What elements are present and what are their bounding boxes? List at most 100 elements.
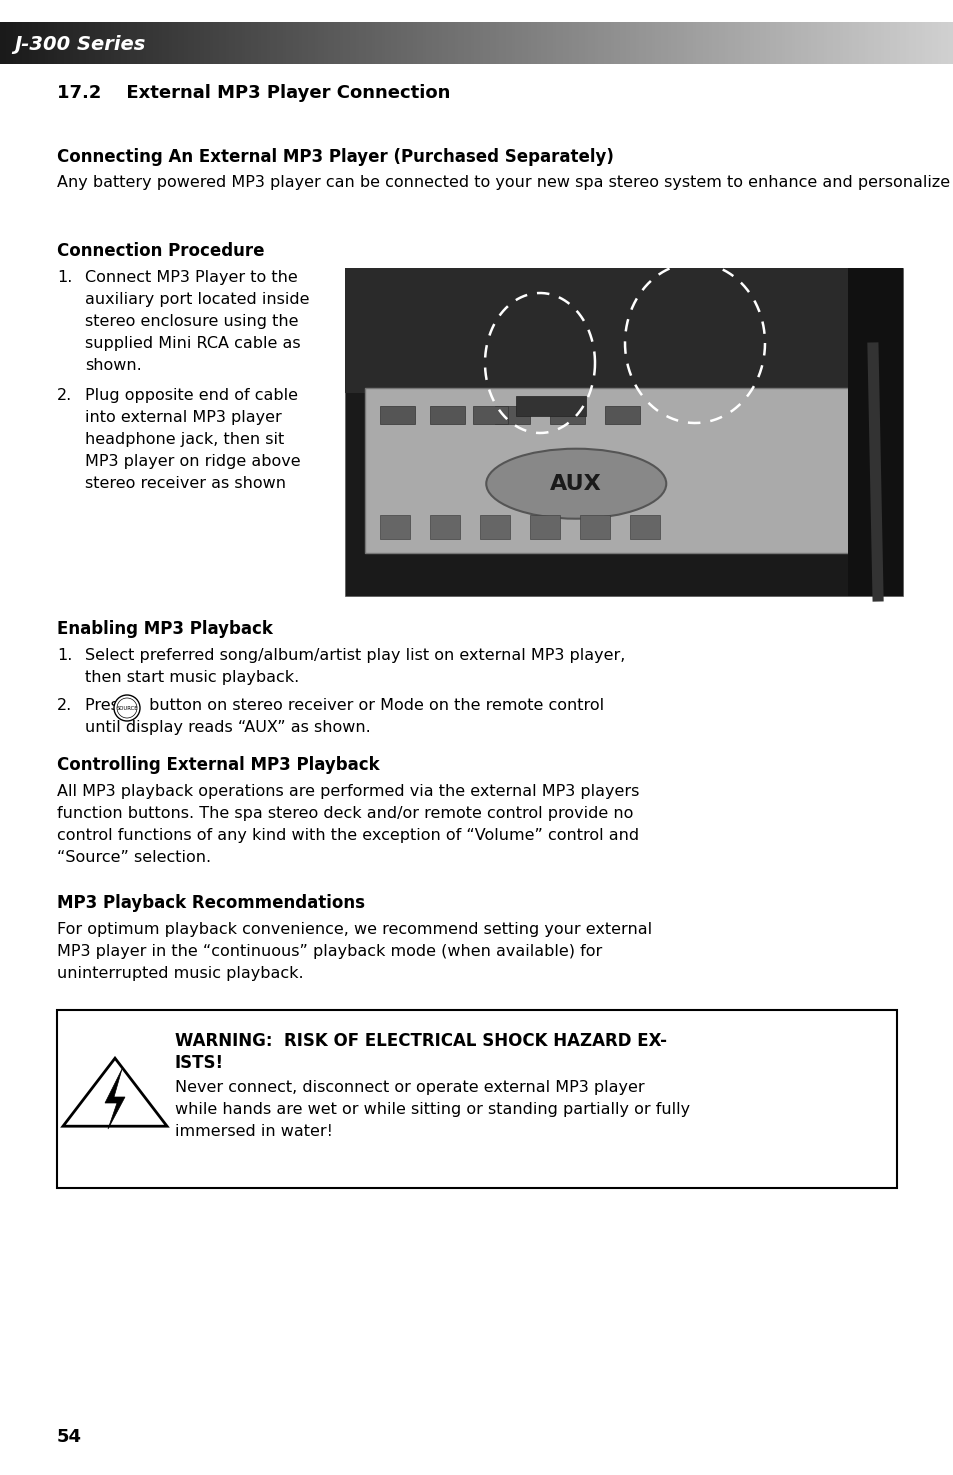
Bar xyxy=(197,22,201,63)
Text: Plug opposite end of cable: Plug opposite end of cable xyxy=(85,388,297,403)
Bar xyxy=(594,22,598,63)
Bar xyxy=(16,22,20,63)
Bar xyxy=(864,22,868,63)
Bar xyxy=(169,22,172,63)
Bar xyxy=(229,22,233,63)
Bar xyxy=(524,22,528,63)
Text: 1.: 1. xyxy=(57,648,72,662)
Text: 2.: 2. xyxy=(57,698,72,712)
Bar xyxy=(270,22,274,63)
Bar xyxy=(527,22,532,63)
Bar xyxy=(10,22,13,63)
Bar xyxy=(267,22,271,63)
Bar xyxy=(79,22,84,63)
Text: 2.: 2. xyxy=(57,388,72,403)
Bar xyxy=(896,22,900,63)
Bar xyxy=(505,22,509,63)
Bar xyxy=(820,22,823,63)
Bar xyxy=(553,22,557,63)
Bar xyxy=(727,22,732,63)
Bar xyxy=(245,22,249,63)
Bar xyxy=(235,22,239,63)
Bar xyxy=(734,22,738,63)
Bar xyxy=(305,22,309,63)
Bar xyxy=(603,22,608,63)
Bar xyxy=(430,406,464,423)
Text: “Source” selection.: “Source” selection. xyxy=(57,850,211,864)
Bar xyxy=(67,22,71,63)
Bar xyxy=(515,22,518,63)
Bar xyxy=(648,22,652,63)
Bar xyxy=(419,22,423,63)
Bar xyxy=(822,22,827,63)
Bar xyxy=(655,22,659,63)
Bar xyxy=(874,22,878,63)
Bar xyxy=(584,22,589,63)
Bar xyxy=(550,22,554,63)
Bar xyxy=(455,22,458,63)
Bar xyxy=(51,22,55,63)
Bar xyxy=(413,22,417,63)
Bar xyxy=(784,22,789,63)
Bar xyxy=(512,22,516,63)
Bar xyxy=(534,22,537,63)
Text: Enabling MP3 Playback: Enabling MP3 Playback xyxy=(57,620,273,639)
Text: headphone jack, then sit: headphone jack, then sit xyxy=(85,432,284,447)
Text: For optimum playback convenience, we recommend setting your external: For optimum playback convenience, we rec… xyxy=(57,922,652,937)
Bar xyxy=(610,22,614,63)
Bar xyxy=(172,22,175,63)
Bar xyxy=(508,22,513,63)
Bar xyxy=(219,22,223,63)
Bar xyxy=(591,22,595,63)
Bar xyxy=(264,22,268,63)
Bar xyxy=(350,22,354,63)
Bar xyxy=(740,22,744,63)
Bar xyxy=(867,22,871,63)
Bar xyxy=(257,22,261,63)
Bar xyxy=(848,22,852,63)
Bar xyxy=(64,22,68,63)
Bar xyxy=(133,22,137,63)
Bar xyxy=(686,22,690,63)
Bar xyxy=(448,22,452,63)
Bar xyxy=(140,22,144,63)
Bar xyxy=(131,22,134,63)
Bar xyxy=(400,22,404,63)
Text: Any battery powered MP3 player can be connected to your new spa stereo system to: Any battery powered MP3 player can be co… xyxy=(57,176,953,190)
Bar xyxy=(702,22,706,63)
Bar xyxy=(73,22,77,63)
Bar xyxy=(708,22,713,63)
Bar xyxy=(946,22,951,63)
Bar xyxy=(689,22,694,63)
Text: button on stereo receiver or Mode on the remote control: button on stereo receiver or Mode on the… xyxy=(144,698,603,712)
Bar xyxy=(870,22,875,63)
Text: Press: Press xyxy=(85,698,132,712)
Bar xyxy=(345,268,902,596)
Text: 54: 54 xyxy=(57,1428,82,1446)
Bar xyxy=(362,22,366,63)
Bar xyxy=(117,22,122,63)
Bar xyxy=(496,22,499,63)
Bar xyxy=(715,22,719,63)
Bar xyxy=(45,22,49,63)
Ellipse shape xyxy=(486,448,665,519)
Bar xyxy=(312,22,315,63)
Bar xyxy=(379,515,410,538)
Bar xyxy=(279,22,284,63)
Bar xyxy=(950,22,953,63)
Bar xyxy=(426,22,430,63)
Bar xyxy=(178,22,182,63)
Bar xyxy=(604,406,639,423)
Bar xyxy=(83,22,87,63)
Bar xyxy=(57,1010,896,1187)
Text: shown.: shown. xyxy=(85,358,142,373)
Bar xyxy=(779,22,782,63)
Bar xyxy=(619,22,623,63)
Bar xyxy=(193,22,198,63)
Text: MP3 player in the “continuous” playback mode (when available) for: MP3 player in the “continuous” playback … xyxy=(57,944,601,959)
Bar xyxy=(391,22,395,63)
Bar xyxy=(124,22,128,63)
Text: WARNING:  RISK OF ELECTRICAL SHOCK HAZARD EX-: WARNING: RISK OF ELECTRICAL SHOCK HAZARD… xyxy=(174,1032,666,1050)
Bar xyxy=(441,22,446,63)
Text: uninterrupted music playback.: uninterrupted music playback. xyxy=(57,966,303,981)
